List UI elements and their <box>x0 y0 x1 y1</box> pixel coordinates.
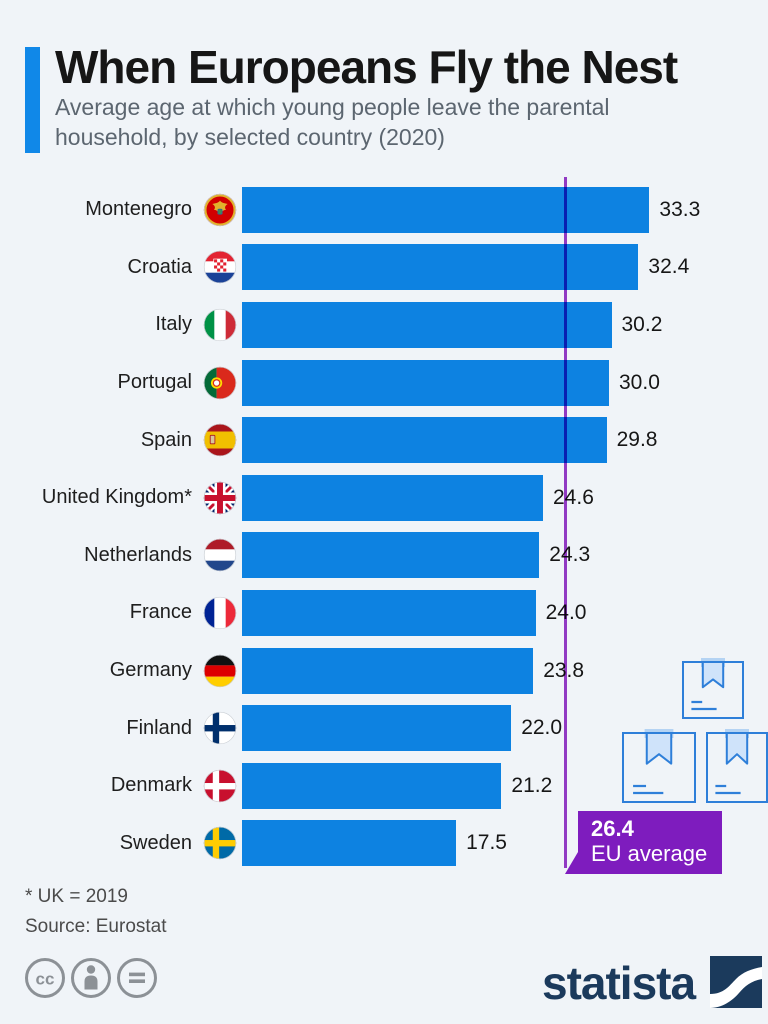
source-note: Source: Eurostat <box>25 916 167 937</box>
nd-icon <box>117 958 157 998</box>
bar-value: 33.3 <box>659 197 701 221</box>
flag-icon-portugal <box>203 366 237 400</box>
country-label: Montenegro <box>85 198 192 221</box>
flag-icon-germany <box>203 654 237 688</box>
flag-icon-uk <box>203 481 237 515</box>
country-label: Portugal <box>117 371 193 394</box>
flag-icon-italy <box>203 308 237 342</box>
bar-denmark <box>242 762 502 809</box>
country-label: Spain <box>140 428 192 451</box>
bar-chart: Montenegro 33.3 Croatia 32.4 Italy 30.2 Por… <box>0 181 768 872</box>
bar-germany <box>242 647 534 694</box>
moving-boxes-icon <box>622 658 768 803</box>
bar-value: 24.6 <box>553 485 594 509</box>
flag-icon-netherlands <box>203 538 237 572</box>
cc-icon <box>25 958 65 998</box>
country-row-montenegro: Montenegro 33.3 <box>0 181 768 239</box>
bar-croatia <box>242 244 639 291</box>
country-label: Italy <box>155 313 192 336</box>
bar-montenegro <box>242 186 650 233</box>
country-label: Denmark <box>110 774 192 797</box>
bar-value: 32.4 <box>648 255 690 279</box>
country-row-finland: Finland 22.0 <box>0 699 768 757</box>
country-row-france: France 24.0 <box>0 584 768 642</box>
bar-uk <box>242 474 543 521</box>
flag-icon-croatia <box>203 250 237 284</box>
bar-value: 30.2 <box>621 312 663 336</box>
country-label: Croatia <box>127 255 192 278</box>
country-label: Germany <box>109 659 192 682</box>
bar-value: 30.0 <box>619 370 660 394</box>
bar-netherlands <box>242 532 540 579</box>
flag-icon-finland <box>203 711 237 745</box>
by-icon <box>71 958 111 998</box>
eu-average-badge: 26.4 EU average <box>578 811 723 874</box>
bar-sweden <box>242 820 457 867</box>
statista-logo[interactable]: statista <box>542 948 764 1012</box>
country-row-germany: Germany 23.8 <box>0 642 768 700</box>
bar-value: 17.5 <box>466 831 507 855</box>
bar-value: 24.3 <box>549 543 591 567</box>
flag-icon-montenegro <box>203 193 237 227</box>
country-row-sweden: Sweden 17.5 <box>0 815 768 873</box>
flag-icon-sweden <box>203 826 237 860</box>
bar-spain <box>242 417 607 464</box>
bar-italy <box>242 301 612 348</box>
country-row-netherlands: Netherlands 24.3 <box>0 527 768 585</box>
bar-value: 29.8 <box>616 428 658 452</box>
bar-value: 22.0 <box>521 716 563 740</box>
svg-text:cc: cc <box>36 970 55 989</box>
country-label: France <box>129 601 192 624</box>
eu-average-reference-line <box>564 177 567 868</box>
statista-logo-mark <box>710 956 762 1008</box>
country-row-italy: Italy 30.2 <box>0 296 768 354</box>
country-label: Sweden <box>119 831 192 854</box>
bar-portugal <box>242 359 609 406</box>
page-title: When Europeans Fly the Nest <box>55 41 678 93</box>
bar-finland <box>242 705 512 752</box>
country-label: United Kingdom* <box>41 486 192 509</box>
title-accent-bar <box>25 47 40 153</box>
country-row-portugal: Portugal 30.0 <box>0 354 768 412</box>
country-row-spain: Spain 29.8 <box>0 411 768 469</box>
eu-average-value: 26.4 <box>591 816 634 841</box>
country-row-uk: United Kingdom* 24.6 <box>0 469 768 527</box>
country-label: Netherlands <box>84 543 192 566</box>
country-label: Finland <box>126 716 192 739</box>
statista-logo-text: statista <box>542 957 696 1009</box>
country-row-denmark: Denmark 21.2 <box>0 757 768 815</box>
flag-icon-denmark <box>203 769 237 803</box>
page-subtitle: Average age at which young people leave … <box>55 94 610 150</box>
flag-icon-spain <box>203 423 237 457</box>
bar-value: 21.2 <box>511 773 553 797</box>
creative-commons-license-icons[interactable]: cc <box>24 956 160 1000</box>
footnote: * UK = 2019 <box>25 886 128 907</box>
eu-average-label: EU average <box>591 841 708 866</box>
bar-value: 23.8 <box>543 659 584 683</box>
flag-icon-france <box>203 596 237 630</box>
country-row-croatia: Croatia 32.4 <box>0 239 768 297</box>
bar-france <box>242 589 536 636</box>
